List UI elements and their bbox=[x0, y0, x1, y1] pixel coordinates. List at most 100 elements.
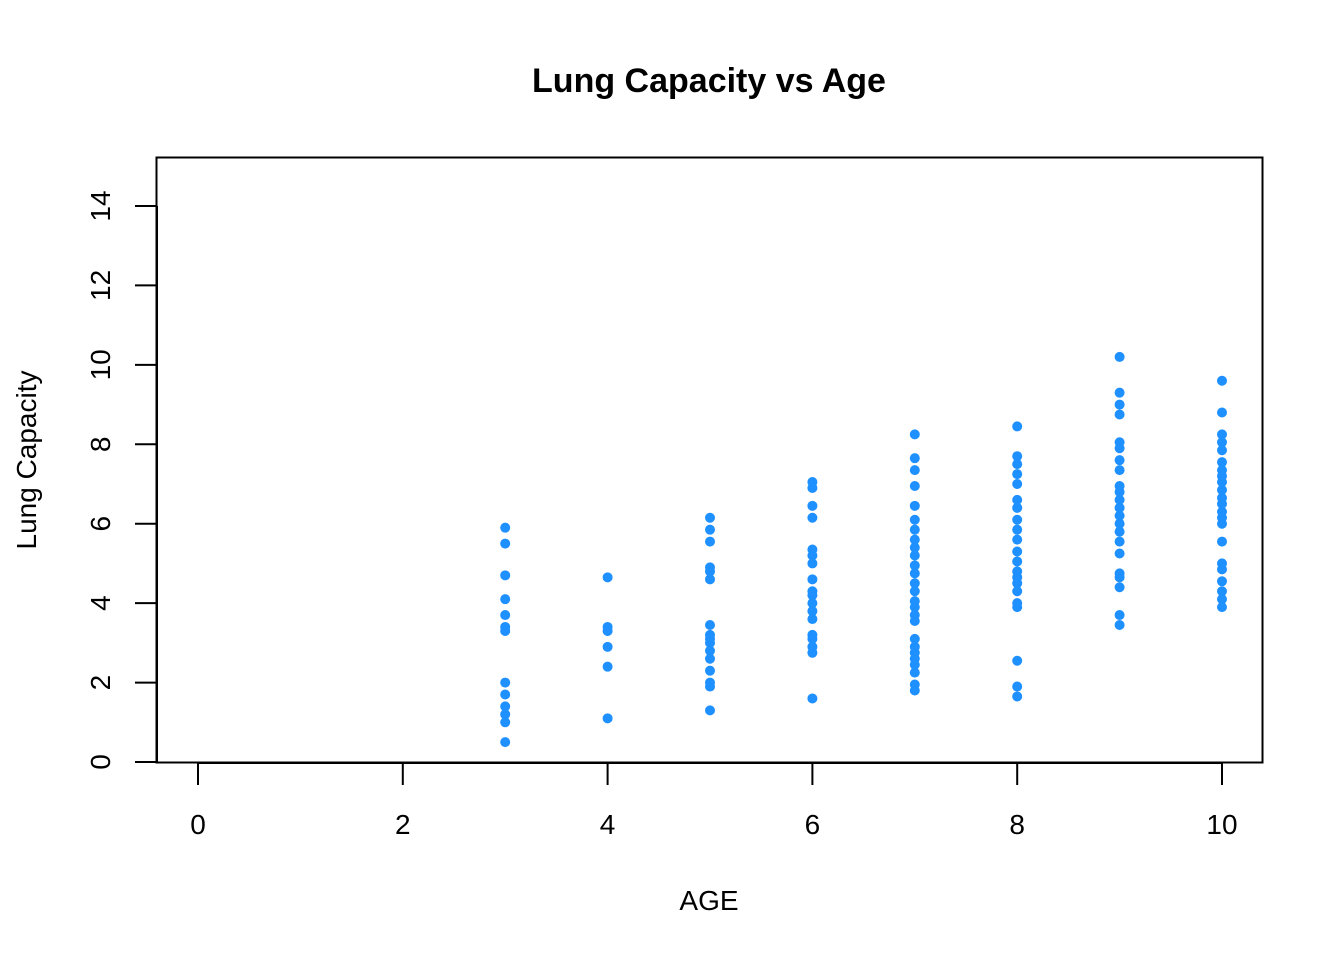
data-point bbox=[602, 621, 613, 632]
x-tick-label: 10 bbox=[1206, 809, 1237, 840]
data-point bbox=[500, 522, 511, 533]
x-tick-label: 0 bbox=[190, 809, 206, 840]
data-point bbox=[909, 514, 920, 525]
data-point bbox=[1114, 455, 1125, 466]
data-point bbox=[1217, 586, 1227, 597]
y-axis: 0 2 4 6 8 10 12 14 bbox=[85, 190, 158, 770]
data-point bbox=[1114, 399, 1125, 410]
data-point bbox=[807, 512, 818, 523]
data-point bbox=[909, 542, 920, 553]
data-point bbox=[1114, 536, 1125, 547]
data-point bbox=[909, 596, 920, 607]
data-point bbox=[909, 633, 920, 644]
data-point bbox=[807, 574, 818, 585]
y-tick-label: 10 bbox=[85, 349, 116, 380]
y-tick-label: 6 bbox=[85, 516, 116, 532]
y-tick-label: 2 bbox=[85, 675, 116, 691]
data-point bbox=[1217, 492, 1227, 503]
data-point bbox=[1012, 421, 1023, 432]
x-axis-label: AGE bbox=[679, 885, 738, 916]
chart-title: Lung Capacity vs Age bbox=[532, 62, 886, 100]
data-point bbox=[1114, 465, 1125, 476]
y-tick-label: 8 bbox=[85, 436, 116, 452]
data-point bbox=[1012, 469, 1023, 480]
data-point bbox=[1012, 524, 1023, 535]
data-point bbox=[500, 610, 511, 621]
data-point bbox=[1114, 480, 1125, 491]
data-point bbox=[602, 713, 613, 724]
data-point bbox=[909, 641, 920, 652]
data-point bbox=[1114, 548, 1125, 559]
data-point bbox=[909, 560, 920, 571]
data-point bbox=[1114, 502, 1125, 513]
data-point bbox=[909, 586, 920, 597]
x-tick-label: 8 bbox=[1009, 809, 1025, 840]
data-point bbox=[1012, 556, 1023, 567]
data-point bbox=[1114, 387, 1125, 398]
data-point bbox=[705, 645, 715, 656]
x-axis: 0 2 4 6 8 10 bbox=[190, 762, 1238, 840]
data-point bbox=[807, 558, 818, 569]
data-point bbox=[1217, 445, 1227, 456]
data-point bbox=[909, 610, 920, 621]
data-point bbox=[705, 536, 715, 547]
x-tick-label: 6 bbox=[805, 809, 821, 840]
data-point bbox=[1217, 576, 1227, 587]
data-point bbox=[1217, 437, 1227, 448]
data-point bbox=[1217, 429, 1227, 440]
data-point bbox=[1012, 586, 1023, 597]
data-point bbox=[909, 578, 920, 589]
data-point bbox=[909, 550, 920, 561]
data-point bbox=[1217, 558, 1227, 569]
data-point bbox=[705, 705, 715, 716]
data-point bbox=[1114, 518, 1125, 529]
data-point bbox=[602, 572, 613, 583]
data-point bbox=[500, 689, 511, 700]
data-point bbox=[909, 500, 920, 511]
data-point bbox=[1012, 691, 1023, 702]
data-point bbox=[1217, 506, 1227, 517]
data-point bbox=[1114, 494, 1125, 505]
data-point bbox=[807, 586, 818, 597]
y-tick-label: 4 bbox=[85, 595, 116, 611]
data-point bbox=[500, 677, 511, 688]
data-point bbox=[500, 709, 511, 720]
data-point bbox=[500, 570, 511, 581]
data-point bbox=[909, 667, 920, 678]
data-point bbox=[1217, 602, 1227, 613]
data-point bbox=[705, 629, 715, 640]
data-point bbox=[1114, 610, 1125, 621]
data-point bbox=[705, 619, 715, 630]
data-point bbox=[807, 641, 818, 652]
data-point bbox=[1012, 681, 1023, 692]
data-point bbox=[909, 480, 920, 491]
data-point bbox=[705, 512, 715, 523]
y-axis-label: Lung Capacity bbox=[11, 370, 42, 549]
data-point bbox=[1114, 568, 1125, 579]
data-point bbox=[1217, 465, 1227, 476]
data-point bbox=[1012, 514, 1023, 525]
data-point bbox=[1217, 536, 1227, 547]
data-points bbox=[500, 351, 1227, 748]
data-point bbox=[500, 594, 511, 605]
x-tick-label: 4 bbox=[600, 809, 616, 840]
data-point bbox=[1012, 566, 1023, 577]
data-point bbox=[500, 701, 511, 712]
data-point bbox=[1012, 459, 1023, 470]
data-point bbox=[1217, 407, 1227, 418]
data-point bbox=[500, 538, 511, 549]
data-point bbox=[807, 544, 818, 555]
data-point bbox=[807, 614, 818, 625]
data-point bbox=[1217, 484, 1227, 495]
data-point bbox=[705, 665, 715, 676]
x-tick-label: 2 bbox=[395, 809, 411, 840]
data-point bbox=[1012, 494, 1023, 505]
y-tick-label: 14 bbox=[85, 190, 116, 221]
data-point bbox=[807, 500, 818, 511]
data-point bbox=[1217, 594, 1227, 605]
data-point bbox=[807, 693, 818, 704]
data-point bbox=[705, 524, 715, 535]
data-point bbox=[807, 477, 818, 488]
data-point bbox=[1114, 526, 1125, 537]
